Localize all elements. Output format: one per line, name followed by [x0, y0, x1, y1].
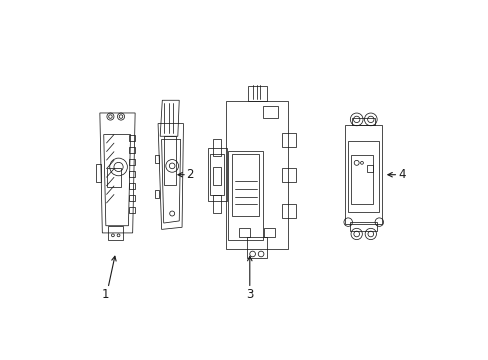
Bar: [349, 222, 376, 231]
Text: 3: 3: [245, 288, 253, 301]
Text: 2: 2: [186, 168, 193, 181]
Bar: [107, 168, 121, 187]
Bar: [129, 159, 135, 165]
Bar: [129, 147, 135, 153]
Bar: [129, 207, 135, 213]
Bar: [129, 171, 135, 177]
Bar: [263, 106, 278, 118]
Bar: [247, 86, 267, 100]
Bar: [281, 168, 295, 183]
Bar: [96, 164, 101, 182]
Bar: [129, 135, 135, 141]
Bar: [129, 195, 135, 201]
Bar: [210, 154, 224, 195]
Bar: [232, 154, 259, 216]
Bar: [155, 154, 159, 163]
Bar: [366, 165, 372, 172]
Text: 1: 1: [101, 288, 109, 301]
Bar: [345, 125, 382, 224]
Text: 4: 4: [398, 168, 406, 181]
Bar: [246, 237, 266, 258]
Bar: [264, 228, 275, 237]
Bar: [225, 100, 287, 249]
Bar: [228, 151, 263, 240]
Bar: [129, 183, 135, 189]
Bar: [281, 204, 295, 218]
Bar: [212, 167, 221, 185]
Bar: [212, 195, 221, 213]
Bar: [239, 228, 250, 237]
Bar: [108, 226, 123, 240]
Bar: [207, 148, 226, 201]
Bar: [281, 133, 295, 147]
Bar: [347, 141, 379, 212]
Bar: [155, 190, 159, 198]
Bar: [352, 118, 374, 125]
Bar: [212, 139, 221, 156]
Bar: [163, 136, 176, 185]
Bar: [350, 155, 372, 204]
